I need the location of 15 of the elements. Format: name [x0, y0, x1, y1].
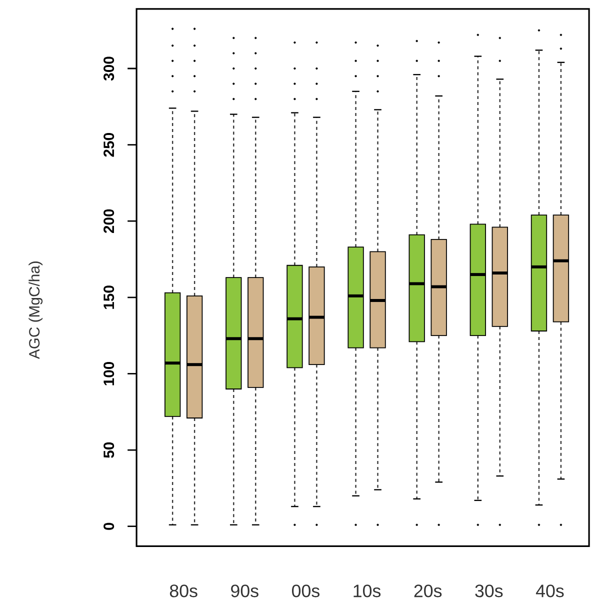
x-tick-label: 10s — [354, 584, 381, 598]
y-tick-label: 100 — [104, 362, 114, 386]
y-tick-label: 0 — [104, 522, 114, 530]
y-tick-label: 150 — [104, 286, 114, 309]
x-tick-label: 20s — [414, 584, 442, 598]
x-tick-label: 80s — [170, 584, 198, 598]
y-tick-label: 250 — [104, 133, 114, 157]
y-tick-label: 200 — [104, 209, 114, 234]
x-tick-label: 00s — [292, 584, 320, 598]
x-tick-label: 30s — [475, 584, 503, 598]
y-tick-label: 50 — [104, 442, 114, 458]
x-tick-label: 40s — [536, 584, 564, 598]
x-tick-label: 90s — [231, 584, 258, 598]
y-axis-title: AGC (MgC/ha) — [28, 262, 43, 360]
y-tick-label: 300 — [104, 56, 114, 81]
